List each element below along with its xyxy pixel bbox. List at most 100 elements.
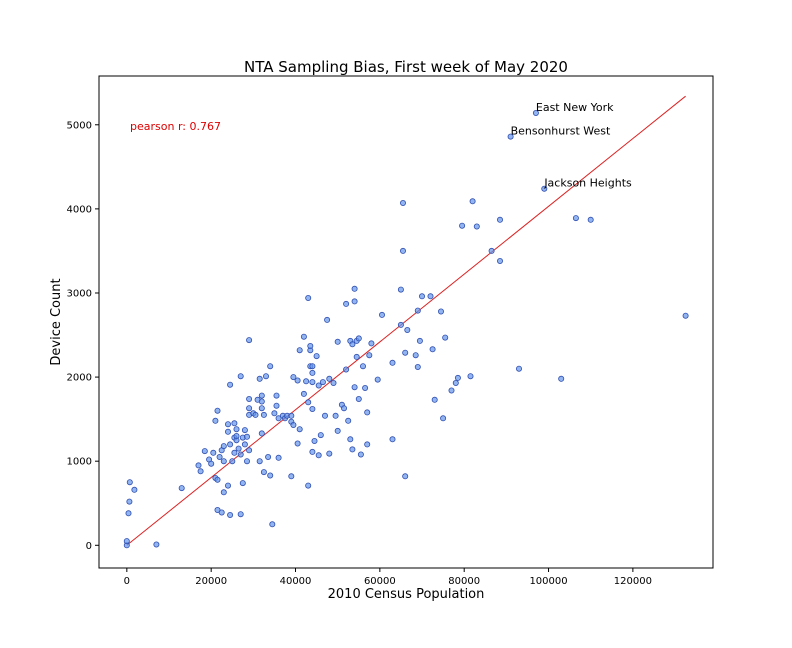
data-point <box>231 449 238 456</box>
data-point <box>402 349 409 356</box>
data-point <box>212 417 219 424</box>
data-point <box>332 412 339 419</box>
data-point <box>258 430 265 437</box>
data-point <box>374 376 381 383</box>
data-point <box>473 223 480 230</box>
data-point <box>267 363 274 370</box>
data-point <box>258 398 265 405</box>
data-point <box>260 469 267 476</box>
data-point <box>269 521 276 528</box>
fit-line-layer <box>126 95 686 546</box>
data-point <box>469 198 476 205</box>
data-point <box>126 479 133 486</box>
data-point <box>326 375 333 382</box>
data-point <box>347 436 354 443</box>
x-tick-label: 80000 <box>448 576 480 587</box>
data-point <box>355 335 362 342</box>
x-tick-label: 100000 <box>529 576 567 587</box>
data-point <box>309 379 316 386</box>
data-point <box>275 415 282 422</box>
y-axis-ticks: 0 1000 2000 3000 4000 5000 <box>67 120 99 552</box>
data-point <box>507 133 514 140</box>
data-point <box>324 316 331 323</box>
data-point <box>294 377 301 384</box>
data-point <box>241 427 248 434</box>
data-point <box>309 363 316 370</box>
data-point <box>416 337 423 344</box>
data-point <box>252 411 259 418</box>
data-point <box>532 110 539 117</box>
data-point <box>178 485 185 492</box>
data-point <box>237 511 244 518</box>
data-point <box>364 441 371 448</box>
data-point <box>319 379 326 386</box>
data-point <box>355 395 362 402</box>
data-point <box>288 412 295 419</box>
data-point <box>334 338 341 345</box>
data-point <box>349 446 356 453</box>
data-point <box>243 433 250 440</box>
data-point <box>224 421 231 428</box>
data-point <box>541 185 548 192</box>
data-point <box>296 347 303 354</box>
data-point <box>682 312 689 319</box>
plot-frame <box>98 75 714 569</box>
data-point <box>246 395 253 402</box>
data-point <box>126 498 133 505</box>
data-point <box>467 373 474 380</box>
data-point <box>414 307 421 314</box>
data-point <box>214 407 221 414</box>
data-point <box>309 369 316 376</box>
data-point <box>258 392 265 399</box>
data-point <box>227 441 234 448</box>
data-point <box>351 384 358 391</box>
data-point <box>429 346 436 353</box>
data-point <box>321 412 328 419</box>
data-point <box>265 453 272 460</box>
data-point <box>345 417 352 424</box>
data-point <box>340 405 347 412</box>
data-point <box>237 451 244 458</box>
data-point <box>290 421 297 428</box>
data-point <box>131 486 138 493</box>
data-point <box>418 293 425 300</box>
data-point <box>246 405 253 412</box>
data-point <box>294 440 301 447</box>
data-point <box>197 468 204 475</box>
data-point <box>330 379 337 386</box>
data-point <box>273 392 280 399</box>
points-layer <box>123 110 689 549</box>
data-point <box>399 199 406 206</box>
y-tick-label: 0 <box>86 541 92 552</box>
data-point <box>414 363 421 370</box>
data-point <box>271 410 278 417</box>
x-tick-label: 40000 <box>280 576 312 587</box>
data-point <box>262 373 269 380</box>
data-point <box>309 405 316 412</box>
data-point <box>258 405 265 412</box>
data-point <box>233 432 240 439</box>
data-point <box>231 420 238 427</box>
data-point <box>362 384 369 391</box>
data-point <box>440 415 447 422</box>
data-point <box>389 436 396 443</box>
data-point <box>351 298 358 305</box>
data-point <box>496 257 503 264</box>
x-tick-label: 120000 <box>614 576 652 587</box>
data-point <box>201 448 208 455</box>
data-point <box>353 353 360 360</box>
data-point <box>153 541 160 548</box>
x-axis-ticks: 0 20000 40000 60000 80000 100000 120000 <box>124 568 652 587</box>
data-point <box>273 402 280 409</box>
data-point <box>378 311 385 318</box>
data-point <box>241 441 248 448</box>
data-point <box>227 512 234 519</box>
regression-line <box>126 95 686 546</box>
y-tick-label: 4000 <box>67 204 92 215</box>
data-point <box>195 462 202 469</box>
data-point <box>334 427 341 434</box>
data-point <box>260 411 267 418</box>
y-tick-label: 5000 <box>67 120 92 131</box>
